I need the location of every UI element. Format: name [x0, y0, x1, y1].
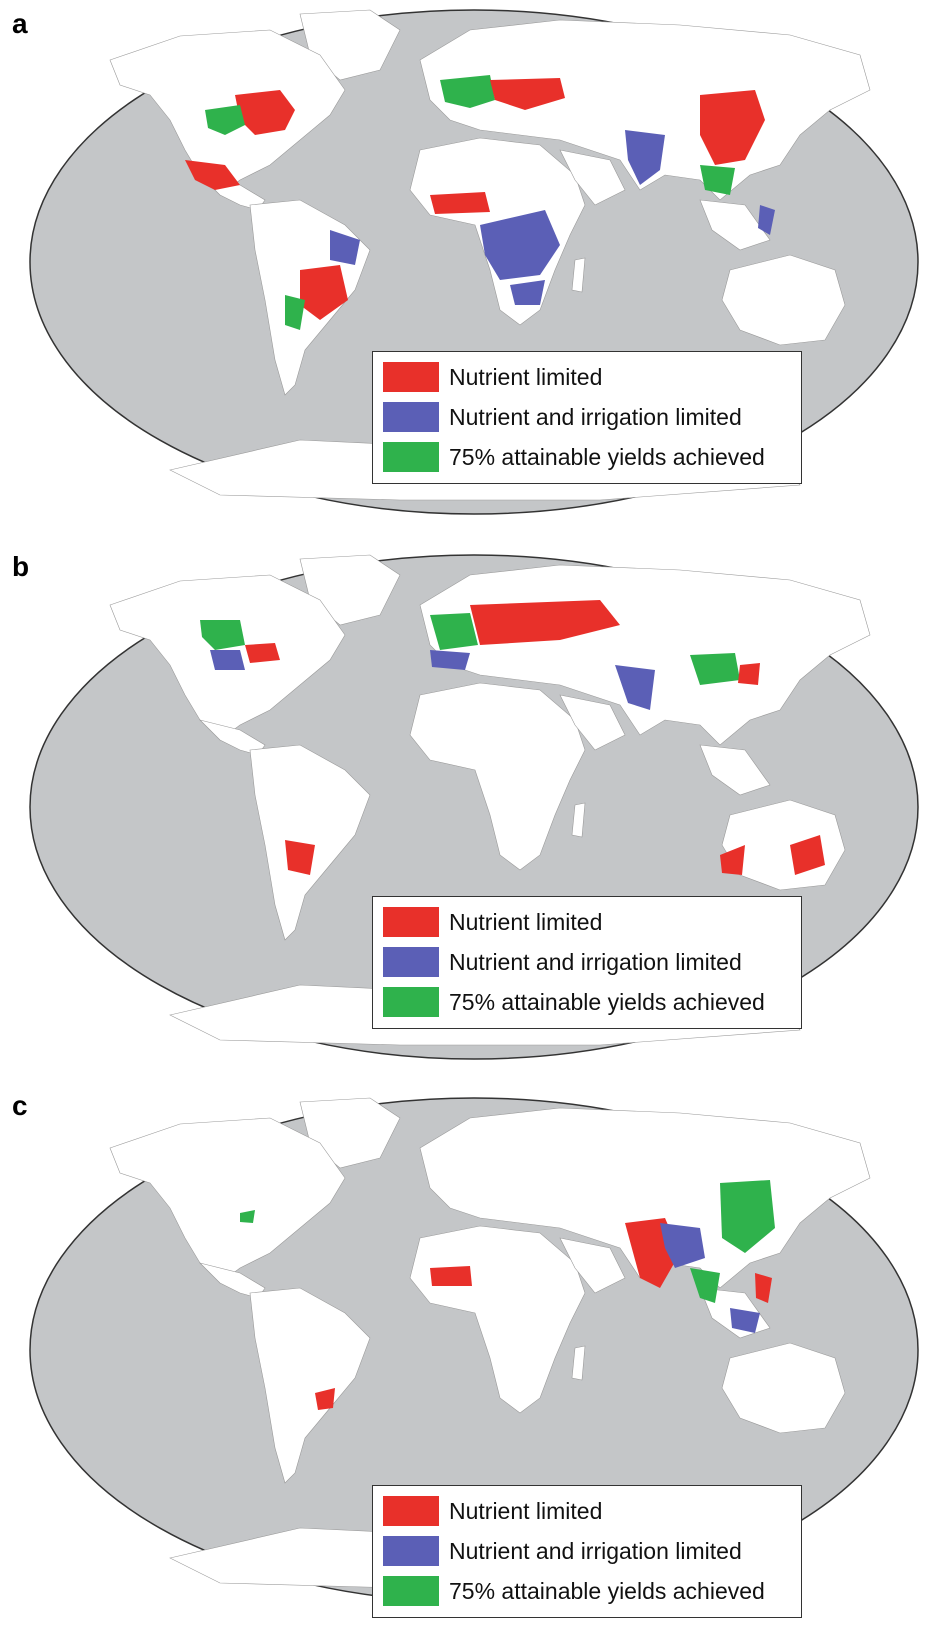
region-attainable	[240, 1210, 255, 1223]
region-nutrient-limited	[300, 265, 348, 320]
region-attainable	[700, 165, 735, 195]
region-nutrient-limited	[470, 600, 620, 645]
legend-swatch-nutrient-irrigation-limited	[383, 1536, 439, 1566]
region-nutrient-irrigation-limited	[615, 665, 655, 710]
legend-item: 75% attainable yields achieved	[383, 1576, 765, 1606]
legend: Nutrient limited Nutrient and irrigation…	[372, 1485, 802, 1618]
legend-item: Nutrient and irrigation limited	[383, 1536, 742, 1566]
region-attainable	[720, 1180, 775, 1253]
region-nutrient-limited	[755, 1273, 772, 1303]
legend-label: 75% attainable yields achieved	[449, 988, 765, 1015]
legend-swatch-attainable	[383, 987, 439, 1017]
legend-item: Nutrient and irrigation limited	[383, 402, 742, 432]
legend-item: 75% attainable yields achieved	[383, 442, 765, 472]
panel-letter: b	[12, 551, 30, 582]
panel-c: c	[0, 1088, 946, 1628]
panel-b: b	[0, 545, 946, 1065]
region-nutrient-irrigation-limited	[660, 1223, 705, 1268]
region-nutrient-irrigation-limited	[510, 280, 545, 305]
region-nutrient-limited	[490, 78, 565, 110]
region-nutrient-limited	[235, 90, 295, 135]
legend-swatch-nutrient-limited	[383, 1496, 439, 1526]
legend: Nutrient limited Nutrient and irrigation…	[372, 896, 802, 1029]
legend-label: 75% attainable yields achieved	[449, 443, 765, 470]
legend-swatch-attainable	[383, 1576, 439, 1606]
south-america	[249, 744, 371, 941]
legend-label: Nutrient and irrigation limited	[449, 403, 742, 430]
region-nutrient-limited	[738, 663, 760, 685]
madagascar	[571, 1345, 586, 1381]
legend-item: Nutrient and irrigation limited	[383, 947, 742, 977]
region-nutrient-irrigation-limited	[625, 130, 665, 185]
region-nutrient-limited	[430, 192, 490, 214]
africa	[409, 682, 586, 871]
region-nutrient-limited	[700, 90, 765, 165]
region-attainable	[200, 620, 245, 650]
legend-item: Nutrient limited	[383, 907, 602, 937]
region-attainable	[430, 613, 478, 650]
region-nutrient-limited	[790, 835, 825, 875]
legend-label: Nutrient and irrigation limited	[449, 1537, 742, 1564]
north-america	[109, 1117, 346, 1284]
region-nutrient-irrigation-limited	[730, 1308, 760, 1333]
legend-swatch-attainable	[383, 442, 439, 472]
region-nutrient-limited	[185, 160, 240, 190]
region-nutrient-irrigation-limited	[210, 650, 245, 670]
region-attainable	[690, 653, 740, 685]
madagascar	[571, 802, 586, 838]
region-nutrient-limited	[245, 643, 280, 663]
panel-a: a	[0, 0, 946, 520]
yield-gap-regions	[185, 75, 775, 330]
southeast-asia	[699, 744, 771, 796]
legend-item: Nutrient limited	[383, 362, 602, 392]
legend-label: Nutrient and irrigation limited	[449, 948, 742, 975]
legend-label: Nutrient limited	[449, 363, 603, 390]
europe-asia	[419, 1107, 871, 1289]
legend-label: Nutrient limited	[449, 908, 603, 935]
region-nutrient-irrigation-limited	[330, 230, 360, 265]
region-nutrient-irrigation-limited	[758, 205, 775, 235]
yield-gap-regions	[240, 1180, 775, 1410]
region-attainable	[690, 1268, 720, 1303]
legend: Nutrient limited Nutrient and irrigation…	[372, 351, 802, 484]
legend-item: 75% attainable yields achieved	[383, 987, 765, 1017]
panel-letter: c	[12, 1090, 28, 1121]
legend-label: Nutrient limited	[449, 1497, 603, 1524]
region-nutrient-limited	[720, 845, 745, 875]
region-nutrient-irrigation-limited	[480, 210, 560, 280]
legend-swatch-nutrient-limited	[383, 907, 439, 937]
legend-label: 75% attainable yields achieved	[449, 1577, 765, 1604]
south-america	[249, 1287, 371, 1484]
region-nutrient-limited	[315, 1388, 335, 1410]
madagascar	[571, 257, 586, 293]
region-nutrient-irrigation-limited	[430, 650, 470, 670]
australia	[721, 1342, 846, 1434]
southeast-asia	[699, 199, 771, 251]
region-nutrient-limited	[430, 1266, 472, 1286]
legend-swatch-nutrient-irrigation-limited	[383, 947, 439, 977]
legend-swatch-nutrient-limited	[383, 362, 439, 392]
panel-letter: a	[12, 8, 28, 39]
arabia	[559, 1237, 626, 1294]
legend-swatch-nutrient-irrigation-limited	[383, 402, 439, 432]
australia	[721, 254, 846, 346]
region-attainable	[205, 105, 245, 135]
europe-asia	[419, 19, 871, 201]
arabia	[559, 149, 626, 206]
arabia	[559, 694, 626, 751]
region-attainable	[440, 75, 495, 108]
region-nutrient-limited	[285, 840, 315, 875]
region-attainable	[285, 295, 305, 330]
yield-gap-regions	[200, 600, 825, 875]
legend-item: Nutrient limited	[383, 1496, 602, 1526]
